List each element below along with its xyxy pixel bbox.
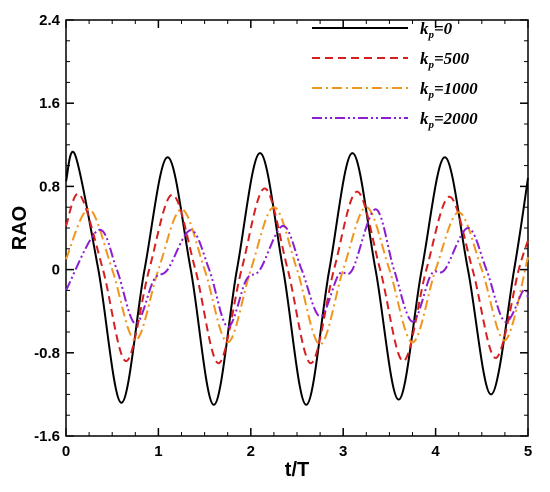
series-line-1 [65,150,529,406]
x-tick-label: 2 [247,443,255,460]
y-tick-label: 0 [52,262,60,279]
x-tick-label: 3 [339,443,347,460]
x-tick-label: 5 [524,443,532,460]
y-tick-label: 1.6 [39,95,60,112]
y-tick-label: -0.8 [34,345,60,362]
y-tick-label: 0.8 [39,178,60,195]
series-layer [65,150,529,406]
legend-label-4: kp=2000 [420,109,478,131]
series-line-2 [65,187,529,365]
legend: kp=0 kp=500 kp=1000 kp=2000 [312,19,478,131]
ticks-layer: 0 1 2 3 4 5 -1.6 -0.8 0 0.8 1.6 2.4 [34,12,532,460]
y-tick-label: -1.6 [34,428,60,445]
legend-label-1: kp=0 [420,19,453,41]
x-axis-title: t/T [285,459,309,481]
series-line-4 [65,208,529,328]
legend-label-2: kp=500 [420,49,470,71]
series-line-3 [65,206,529,346]
y-tick-label: 2.4 [39,12,61,29]
x-tick-label: 4 [431,443,440,460]
x-tick-label: 0 [62,443,70,460]
x-tick-label: 1 [154,443,162,460]
legend-label-3: kp=1000 [420,79,478,101]
y-axis-title: RAO [9,206,31,250]
